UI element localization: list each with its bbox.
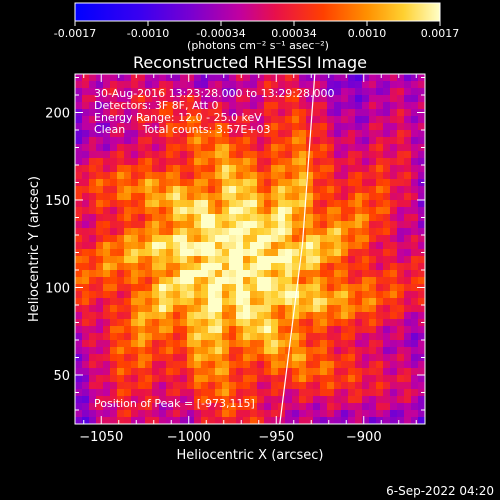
x-axis-label: Heliocentric X (arcsec) bbox=[177, 448, 324, 463]
colorbar-gradient bbox=[74, 2, 441, 22]
colorbar-tick-label: 0.00034 bbox=[271, 27, 317, 40]
colorbar-ticks: -0.0017 -0.0010 -0.00034 0.00034 0.0010 0.001… bbox=[54, 21, 459, 40]
y-tick-label: 200 bbox=[45, 107, 70, 122]
plot-area: −1050 −1000 −950 −900 50 100 150 200 30-Aug-20… bbox=[45, 73, 426, 445]
y-axis-ticks: 50 100 150 200 bbox=[45, 77, 425, 411]
colorbar-tick-label: -0.0010 bbox=[127, 27, 169, 40]
y-tick-label: 150 bbox=[45, 194, 70, 209]
y-axis-label: Heliocentric Y (arcsec) bbox=[27, 176, 42, 322]
x-tick-label: −900 bbox=[346, 430, 382, 445]
y-tick-label: 100 bbox=[45, 282, 70, 297]
x-axis-ticks: −1050 −1000 −950 −900 bbox=[79, 74, 417, 445]
x-tick-label: −950 bbox=[258, 430, 294, 445]
colorbar-units: (photons cm⁻² s⁻¹ asec⁻²) bbox=[187, 39, 329, 52]
footer-date: 6-Sep-2022 04:20 bbox=[386, 484, 494, 498]
annotation-clean: Clean Total counts: 3.57E+03 bbox=[94, 123, 271, 136]
colorbar: -0.0017 -0.0010 -0.00034 0.00034 0.0010 0.001… bbox=[54, 2, 459, 52]
x-tick-label: −1050 bbox=[79, 430, 123, 445]
y-tick-label: 50 bbox=[53, 369, 70, 384]
colorbar-tick-label: 0.0010 bbox=[348, 27, 387, 40]
colorbar-tick-label: -0.00034 bbox=[196, 27, 245, 40]
colorbar-tick-label: 0.0017 bbox=[421, 27, 460, 40]
annotation-energy: Energy Range: 12.0 - 25.0 keV bbox=[94, 111, 262, 124]
heatmap-image bbox=[75, 74, 425, 424]
colorbar-tick-label: -0.0017 bbox=[54, 27, 96, 40]
peak-position-label: Position of Peak = [-973,115] bbox=[94, 397, 255, 410]
annotation-detectors: Detectors: 3F 8F, Att 0 bbox=[94, 99, 218, 112]
plot-frame bbox=[74, 73, 426, 425]
solar-limb-line bbox=[279, 74, 316, 424]
chart-title: Reconstructed RHESSI Image bbox=[133, 53, 367, 72]
annotation-time: 30-Aug-2016 13:23:28.000 to 13:29:28.000 bbox=[94, 87, 335, 100]
x-tick-label: −1000 bbox=[167, 430, 211, 445]
